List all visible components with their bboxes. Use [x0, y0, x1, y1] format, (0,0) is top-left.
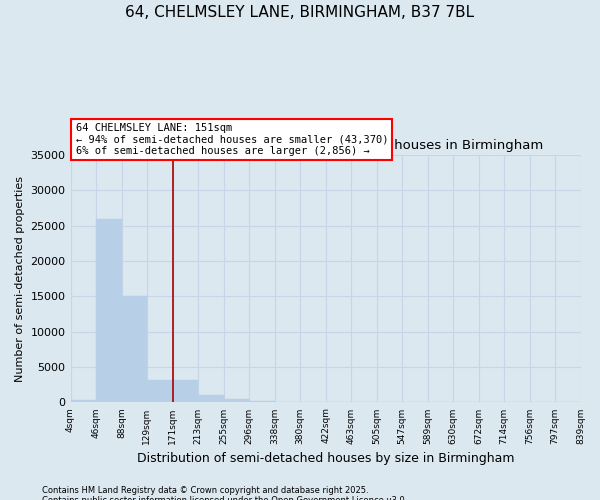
Bar — [173, 380, 198, 402]
Bar — [96, 218, 122, 402]
X-axis label: Distribution of semi-detached houses by size in Birmingham: Distribution of semi-detached houses by … — [137, 452, 514, 465]
Bar — [198, 394, 224, 402]
Bar — [122, 296, 147, 403]
Bar — [224, 399, 249, 402]
Text: Contains public sector information licensed under the Open Government Licence v3: Contains public sector information licen… — [42, 496, 407, 500]
Text: 64 CHELMSLEY LANE: 151sqm
← 94% of semi-detached houses are smaller (43,370)
6% : 64 CHELMSLEY LANE: 151sqm ← 94% of semi-… — [76, 123, 388, 156]
Text: 64, CHELMSLEY LANE, BIRMINGHAM, B37 7BL: 64, CHELMSLEY LANE, BIRMINGHAM, B37 7BL — [125, 5, 475, 20]
Y-axis label: Number of semi-detached properties: Number of semi-detached properties — [15, 176, 25, 382]
Text: Contains HM Land Registry data © Crown copyright and database right 2025.: Contains HM Land Registry data © Crown c… — [42, 486, 368, 495]
Bar — [249, 401, 275, 402]
Bar — [147, 380, 173, 402]
Bar — [71, 400, 96, 402]
Title: Size of property relative to semi-detached houses in Birmingham: Size of property relative to semi-detach… — [108, 140, 543, 152]
